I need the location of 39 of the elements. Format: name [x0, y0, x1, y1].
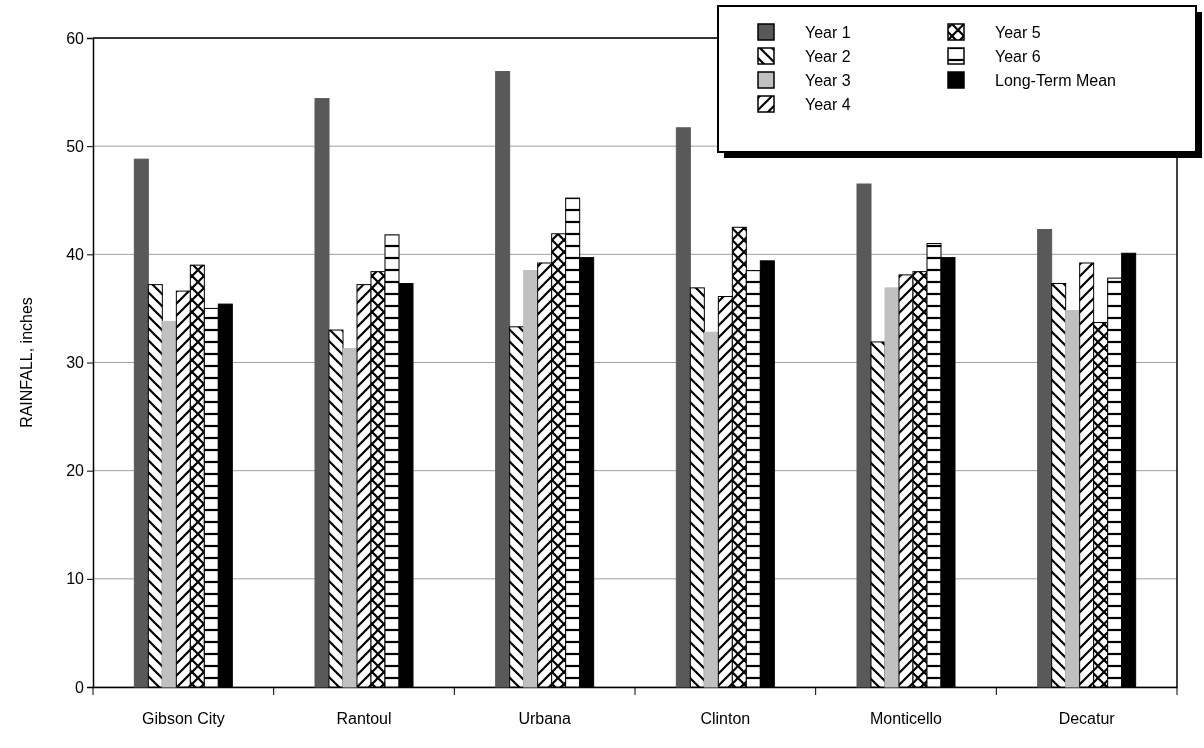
y-tick-label: 60 — [66, 29, 85, 47]
y-tick-label: 10 — [66, 570, 85, 588]
y-tick-label: 50 — [66, 137, 85, 155]
y-tick-label: 0 — [75, 678, 85, 696]
y-tick-label: 30 — [66, 354, 85, 372]
bar — [314, 98, 330, 688]
bar — [689, 287, 705, 688]
x-tick-label: Rantoul — [336, 710, 392, 728]
bar — [342, 347, 358, 688]
legend-label: Year 5 — [995, 24, 1041, 41]
bar — [1051, 283, 1067, 688]
legend-label: Year 4 — [805, 96, 851, 113]
y-axis-title: RAINFALL, inches — [18, 297, 35, 428]
bar — [147, 284, 163, 688]
legend-label: Long-Term Mean — [995, 72, 1116, 89]
bar — [328, 329, 344, 688]
x-tick-label: Urbana — [518, 710, 571, 728]
bar — [884, 287, 900, 688]
x-tick-label: Clinton — [700, 710, 751, 728]
y-tick-label: 40 — [66, 245, 85, 263]
bar — [856, 183, 872, 688]
bar — [523, 270, 539, 688]
bar — [870, 341, 886, 688]
bar — [703, 331, 719, 688]
bar — [1065, 310, 1081, 688]
bar — [509, 326, 525, 688]
legend-label: Year 3 — [805, 72, 851, 89]
y-tick-label: 20 — [66, 462, 85, 480]
legend-label: Year 1 — [805, 24, 851, 41]
bar — [495, 71, 511, 688]
bar — [675, 127, 691, 688]
legend-label: Year 2 — [805, 48, 851, 65]
bar — [161, 320, 177, 688]
bar — [1037, 228, 1053, 688]
x-tick-label: Gibson City — [141, 710, 225, 728]
bar — [133, 158, 149, 688]
x-tick-label: Decatur — [1058, 710, 1116, 728]
x-tick-label: Monticello — [869, 710, 943, 728]
legend-label: Year 6 — [995, 48, 1041, 65]
